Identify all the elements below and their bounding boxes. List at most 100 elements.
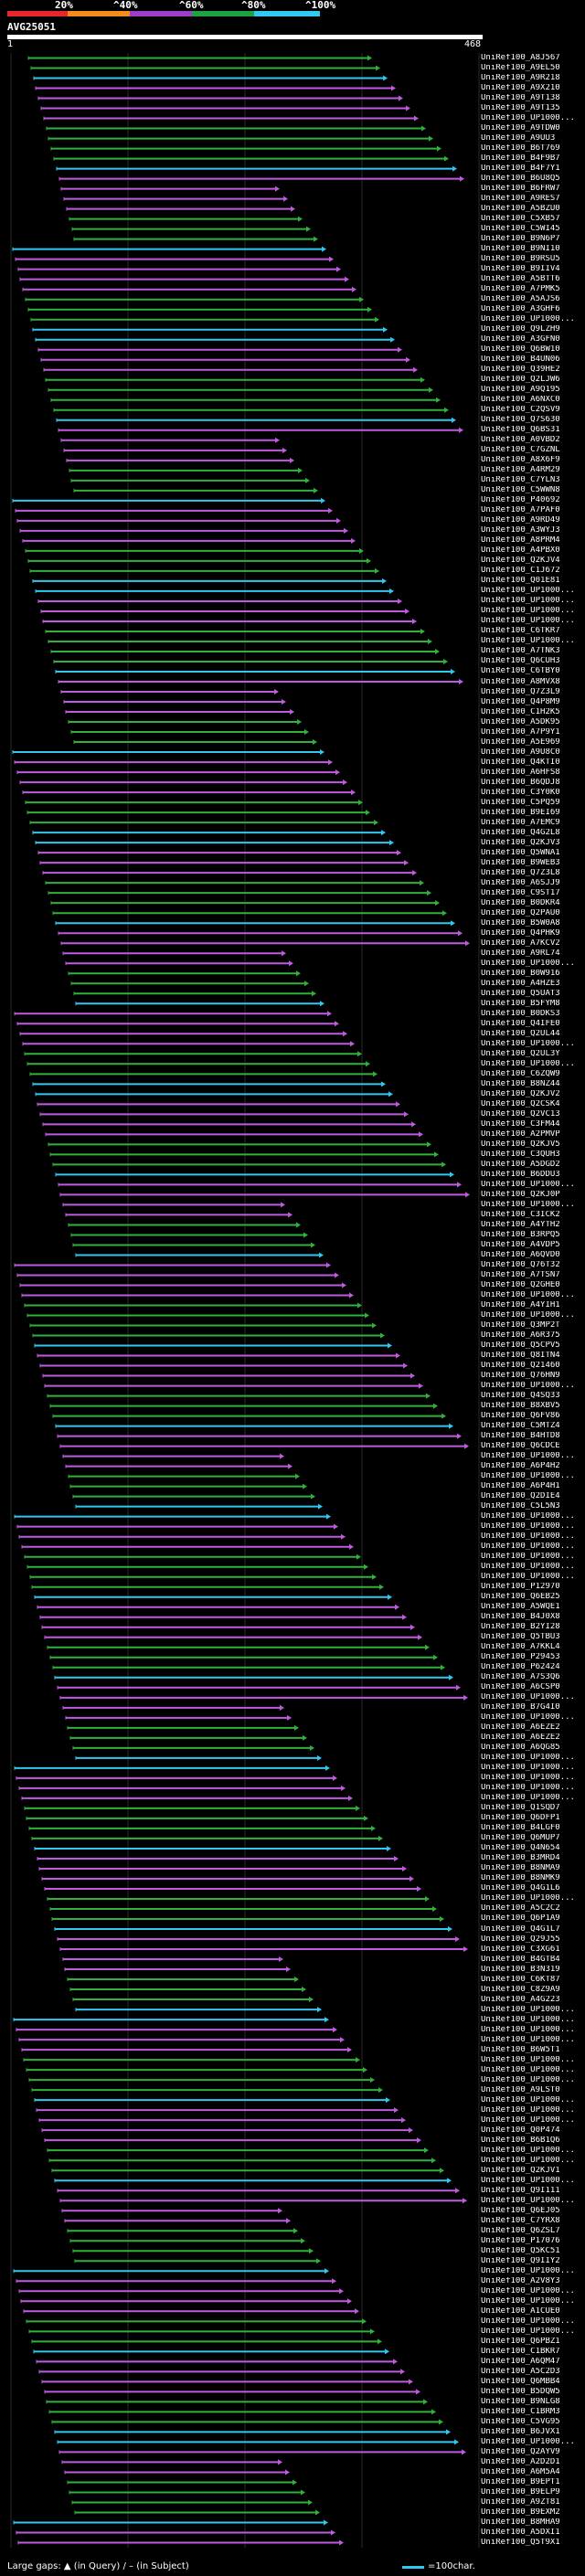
hit-label-link[interactable]: UniRef100_UP1000...	[481, 114, 575, 123]
hit-label-link[interactable]: UniRef100_Q6EJ05	[481, 2206, 560, 2215]
hit-label-link[interactable]: UniRef100_C3FM44	[481, 1119, 560, 1129]
hit-label-link[interactable]: UniRef100_C1J672	[481, 567, 560, 576]
hit-label-link[interactable]: UniRef100_A0VBD2	[481, 436, 560, 445]
hit-label-link[interactable]: UniRef100_C1H2K5	[481, 707, 560, 716]
hit-label-link[interactable]: UniRef100_C6TBY0	[481, 667, 560, 676]
hit-label-link[interactable]: UniRef100_P29453	[481, 1653, 560, 1662]
hit-label-link[interactable]: UniRef100_A4YIH1	[481, 1301, 560, 1309]
hit-label-link[interactable]: UniRef100_B4F9B7	[481, 154, 560, 164]
hit-label-link[interactable]: UniRef100_P62424	[481, 1663, 560, 1672]
hit-label-link[interactable]: UniRef100_A5DK95	[481, 717, 560, 726]
hit-label-link[interactable]: UniRef100_B4GTB4	[481, 1955, 560, 1964]
hit-label-link[interactable]: UniRef100_A5AJS6	[481, 295, 560, 304]
hit-label-link[interactable]: UniRef100_Q6CUH3	[481, 657, 560, 666]
hit-label-link[interactable]: UniRef100_UP1000...	[481, 959, 575, 968]
hit-label-link[interactable]: UniRef100_UP1000...	[481, 637, 575, 646]
hit-label-link[interactable]: UniRef100_A5BZU0	[481, 205, 560, 214]
hit-label-link[interactable]: UniRef100_Q2KJ0P	[481, 1190, 560, 1199]
hit-label-link[interactable]: UniRef100_Q39HE2	[481, 366, 560, 375]
hit-label-link[interactable]: UniRef100_Q4G1L6	[481, 1884, 560, 1893]
hit-label-link[interactable]: UniRef100_Q5CPV5	[481, 1341, 560, 1351]
hit-label-link[interactable]: UniRef100_Q4IFE0	[481, 1019, 560, 1028]
hit-label-link[interactable]: UniRef100_Q6P1A9	[481, 1914, 560, 1924]
hit-label-link[interactable]: UniRef100_C1BKR7	[481, 2347, 560, 2356]
hit-label-link[interactable]: UniRef100_UP1000...	[481, 2266, 575, 2275]
hit-label-link[interactable]: UniRef100_A7KCV2	[481, 938, 560, 948]
hit-label-link[interactable]: UniRef100_Q2KJV2	[481, 1089, 560, 1098]
hit-label-link[interactable]: UniRef100_C5WWN8	[481, 486, 560, 495]
hit-label-link[interactable]: UniRef100_A9T138	[481, 94, 560, 103]
hit-label-link[interactable]: UniRef100_B4J0X8	[481, 1613, 560, 1622]
hit-label-link[interactable]: UniRef100_Q5UAT3	[481, 989, 560, 998]
hit-label-link[interactable]: UniRef100_UP1000...	[481, 2286, 575, 2295]
hit-label-link[interactable]: UniRef100_C3ICK2	[481, 1210, 560, 1219]
hit-label-link[interactable]: UniRef100_UP1000...	[481, 1382, 575, 1391]
hit-label-link[interactable]: UniRef100_A9T135	[481, 104, 560, 113]
hit-label-link[interactable]: UniRef100_UP1000...	[481, 2196, 575, 2205]
hit-label-link[interactable]: UniRef100_Q76HN9	[481, 1372, 560, 1381]
hit-label-link[interactable]: UniRef100_Q6BS31	[481, 426, 560, 435]
hit-label-link[interactable]: UniRef100_A6P4H2	[481, 1462, 560, 1471]
hit-label-link[interactable]: UniRef100_Q21460	[481, 1362, 560, 1371]
hit-label-link[interactable]: UniRef100_A5WQE1	[481, 1603, 560, 1612]
hit-label-link[interactable]: UniRef100_UP1000...	[481, 1200, 575, 1209]
hit-label-link[interactable]: UniRef100_Q6MUP7	[481, 1834, 560, 1843]
hit-label-link[interactable]: UniRef100_A6QG85	[481, 1744, 560, 1753]
hit-label-link[interactable]: UniRef100_UP1000...	[481, 1039, 575, 1048]
hit-label-link[interactable]: UniRef100_UP1000...	[481, 597, 575, 606]
hit-label-link[interactable]: UniRef100_Q2KJV5	[481, 1140, 560, 1149]
hit-label-link[interactable]: UniRef100_A5E969	[481, 737, 560, 747]
hit-label-link[interactable]: UniRef100_A7P9Y1	[481, 727, 560, 737]
hit-label-link[interactable]: UniRef100_A5C2D3	[481, 2367, 560, 2376]
hit-label-link[interactable]: UniRef100_UP1000...	[481, 617, 575, 626]
hit-label-link[interactable]: UniRef100_UP1000...	[481, 2005, 575, 2014]
hit-label-link[interactable]: UniRef100_UP1000...	[481, 1452, 575, 1461]
hit-label-link[interactable]: UniRef100_Q6DFP1	[481, 1814, 560, 1823]
hit-label-link[interactable]: UniRef100_B6U8Q5	[481, 175, 560, 184]
hit-label-link[interactable]: UniRef100_Q2VC13	[481, 1109, 560, 1118]
hit-label-link[interactable]: UniRef100_A6QM47	[481, 2357, 560, 2366]
hit-label-link[interactable]: UniRef100_B0DKS3	[481, 1009, 560, 1018]
hit-label-link[interactable]: UniRef100_A4YTH2	[481, 1220, 560, 1229]
hit-label-link[interactable]: UniRef100_C5L5N3	[481, 1502, 560, 1511]
hit-label-link[interactable]: UniRef100_C5PQ59	[481, 798, 560, 807]
hit-label-link[interactable]: UniRef100_UP1000...	[481, 2115, 575, 2125]
hit-label-link[interactable]: UniRef100_B6JVX1	[481, 2427, 560, 2436]
hit-label-link[interactable]: UniRef100_C7YLN3	[481, 476, 560, 485]
hit-label-link[interactable]: UniRef100_UP1000...	[481, 1180, 575, 1189]
hit-label-link[interactable]: UniRef100_Q7Z3L9	[481, 687, 560, 696]
hit-label-link[interactable]: UniRef100_A8X6F9	[481, 456, 560, 465]
hit-label-link[interactable]: UniRef100_UP1000...	[481, 2146, 575, 2155]
hit-label-link[interactable]: UniRef100_Q6FV86	[481, 1412, 560, 1421]
hit-label-link[interactable]: UniRef100_B9IIV4	[481, 265, 560, 274]
hit-label-link[interactable]: UniRef100_Q0P474	[481, 2125, 560, 2135]
hit-label-link[interactable]: UniRef100_A9TDW0	[481, 124, 560, 133]
hit-label-link[interactable]: UniRef100_UP1000...	[481, 1754, 575, 1763]
hit-label-link[interactable]: UniRef100_A7EMC9	[481, 818, 560, 827]
hit-label-link[interactable]: UniRef100_UP1000...	[481, 2075, 575, 2084]
hit-label-link[interactable]: UniRef100_A9EL50	[481, 64, 560, 72]
hit-label-link[interactable]: UniRef100_Q01E81	[481, 577, 560, 586]
hit-label-link[interactable]: UniRef100_C5XB57	[481, 215, 560, 224]
hit-label-link[interactable]: UniRef100_UP1000...	[481, 587, 575, 596]
hit-label-link[interactable]: UniRef100_A6NXC0	[481, 396, 560, 405]
hit-label-link[interactable]: UniRef100_UP1000...	[481, 2015, 575, 2024]
hit-label-link[interactable]: UniRef100_B5W0A8	[481, 918, 560, 928]
hit-label-link[interactable]: UniRef100_UP1000...	[481, 2065, 575, 2074]
hit-label-link[interactable]: UniRef100_Q6PBZ1	[481, 2337, 560, 2346]
hit-label-link[interactable]: UniRef100_A9UU3	[481, 134, 556, 143]
hit-label-link[interactable]: UniRef100_Q4G2L8	[481, 828, 560, 837]
hit-label-link[interactable]: UniRef100_A7S3Q6	[481, 1673, 560, 1682]
hit-label-link[interactable]: UniRef100_A3GFN0	[481, 335, 560, 345]
hit-label-link[interactable]: UniRef100_A6EZE2	[481, 1723, 560, 1733]
hit-label-link[interactable]: UniRef100_A6P4H1	[481, 1482, 560, 1491]
hit-label-link[interactable]: UniRef100_C6TKR7	[481, 627, 560, 636]
hit-label-link[interactable]: UniRef100_UP1000...	[481, 1774, 575, 1783]
hit-label-link[interactable]: UniRef100_B6DDU3	[481, 1170, 560, 1179]
hit-label-link[interactable]: UniRef100_C9ST17	[481, 888, 560, 897]
hit-label-link[interactable]: UniRef100_Q3MP2T	[481, 1321, 560, 1330]
hit-label-link[interactable]: UniRef100_C3Y0K0	[481, 788, 560, 797]
hit-label-link[interactable]: UniRef100_A9RES7	[481, 195, 560, 204]
hit-label-link[interactable]: UniRef100_UP1000...	[481, 1553, 575, 1562]
hit-label-link[interactable]: UniRef100_B4F7Y1	[481, 164, 560, 174]
